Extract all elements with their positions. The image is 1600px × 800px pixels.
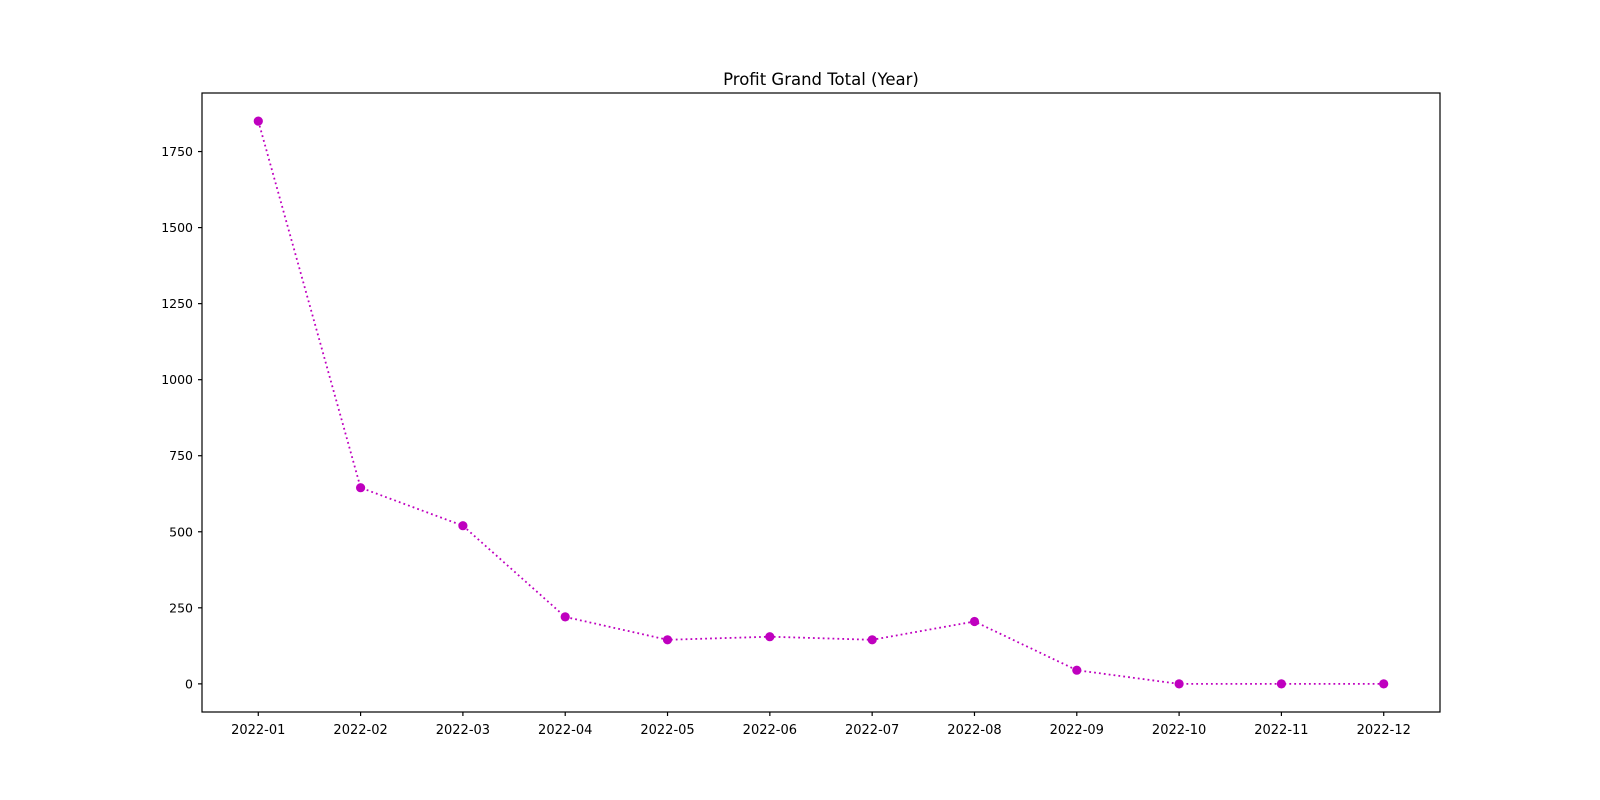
data-point-2022-11 <box>1276 679 1286 689</box>
plot-border <box>201 92 1441 713</box>
x-axis-tick-label: 2022-08 <box>947 723 1001 738</box>
x-axis-tick-label: 2022-07 <box>845 723 899 738</box>
data-point-2022-07 <box>867 635 877 645</box>
y-axis-tick-label: 1000 <box>161 372 193 387</box>
data-point-2022-06 <box>765 632 775 642</box>
chart-title: Profit Grand Total (Year) <box>723 70 919 89</box>
data-point-2022-04 <box>560 612 570 622</box>
data-point-2022-02 <box>356 483 366 493</box>
x-axis-tick-label: 2022-10 <box>1152 723 1206 738</box>
data-point-2022-03 <box>458 521 468 531</box>
data-point-2022-09 <box>1072 665 1082 675</box>
x-axis-tick-label: 2022-05 <box>640 723 694 738</box>
x-axis-tick-label: 2022-09 <box>1050 723 1104 738</box>
data-point-2022-12 <box>1379 679 1389 689</box>
y-axis-tick-label: 500 <box>169 524 193 539</box>
y-axis-tick-label: 750 <box>169 448 193 463</box>
x-axis-tick-label: 2022-04 <box>538 723 592 738</box>
data-point-2022-08 <box>969 616 980 627</box>
profit-series-line <box>257 120 1384 685</box>
x-axis-tick-label: 2022-11 <box>1254 723 1308 738</box>
y-axis-tick-label: 250 <box>169 600 193 615</box>
x-axis-tick-label: 2022-12 <box>1357 723 1411 738</box>
y-axis-tick-label: 0 <box>185 676 193 691</box>
x-axis-tick-label: 2022-01 <box>231 723 285 738</box>
data-point-2022-01 <box>253 116 263 126</box>
y-axis-tick-label: 1500 <box>161 220 193 235</box>
y-axis-tick-label: 1750 <box>161 144 193 159</box>
y-axis-tick-label: 1250 <box>161 296 193 311</box>
data-point-2022-05 <box>662 635 673 645</box>
x-axis-tick-label: 2022-03 <box>436 723 490 738</box>
data-point-2022-10 <box>1174 679 1184 689</box>
x-axis-tick-label: 2022-02 <box>333 723 387 738</box>
x-axis-tick-label: 2022-06 <box>743 723 797 738</box>
